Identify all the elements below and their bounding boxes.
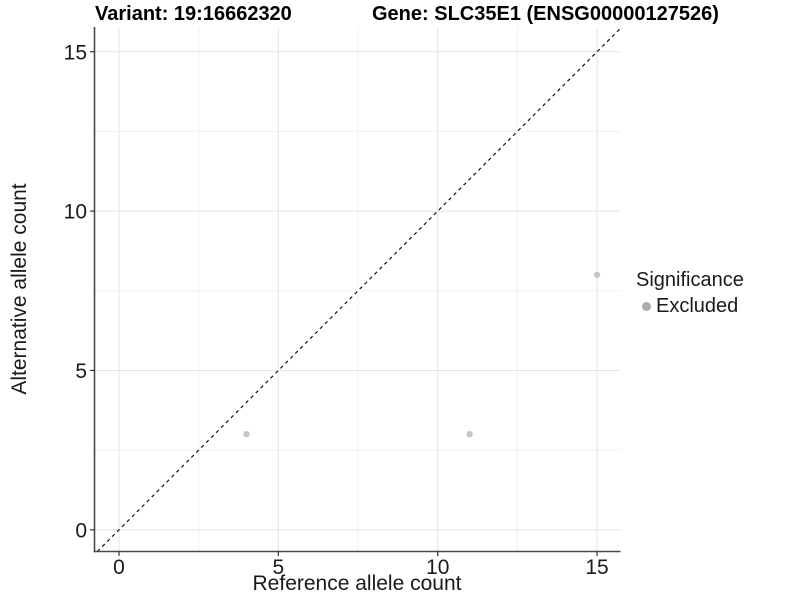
x-tick-label: 10 <box>426 556 449 579</box>
y-tick-label: 5 <box>75 360 87 383</box>
x-tick-label: 5 <box>273 556 285 579</box>
x-tick-label: 15 <box>585 556 608 579</box>
y-tick-label: 10 <box>64 201 87 224</box>
y-tick-label: 15 <box>64 41 87 64</box>
x-tick-label: 0 <box>113 556 125 579</box>
legend-entry: Excluded <box>636 295 744 318</box>
data-point <box>466 430 473 438</box>
excluded-point-icon <box>642 302 651 311</box>
data-point <box>593 271 601 279</box>
data-point <box>243 430 250 438</box>
y-axis-title: Alternative allele count <box>8 183 31 395</box>
gene-title: Gene: SLC35E1 (ENSG00000127526) <box>372 3 719 25</box>
legend: Significance Excluded <box>636 269 744 318</box>
variant-title: Variant: 19:16662320 <box>95 3 292 25</box>
identity-line <box>96 27 621 552</box>
legend-entry-label: Excluded <box>656 295 739 317</box>
x-axis-title: Reference allele count <box>252 572 462 595</box>
y-tick-label: 0 <box>75 519 87 542</box>
legend-title: Significance <box>636 269 744 291</box>
